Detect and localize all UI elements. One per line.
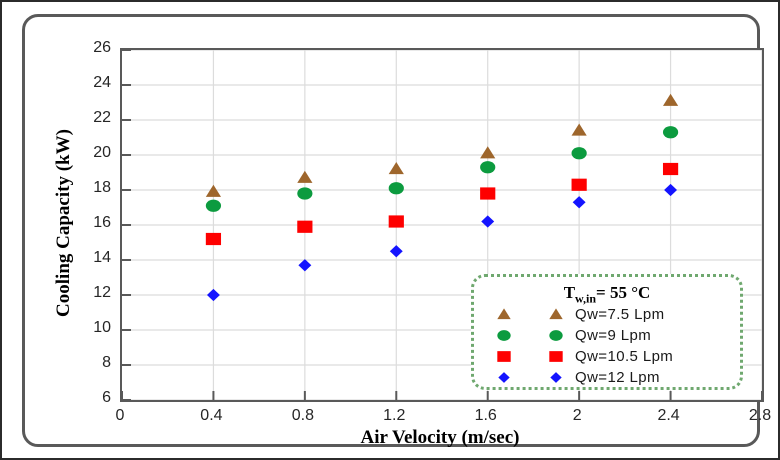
square-marker [480,187,496,200]
square-marker [205,232,222,246]
circle-marker [388,182,404,195]
diamond-legend-icon [498,372,510,383]
legend-title-prefix: T [563,283,576,302]
triangle-marker [480,146,496,159]
y-tick-label: 22 [93,109,111,126]
circle-marker [571,147,587,160]
series-qw-10.5-lpm [205,162,679,246]
chart-frame: Cooling Capacity (kW) 6 8 10 12 14 16 18 20 22 24… [22,14,771,448]
x-tick-label: 2.4 [657,407,680,424]
y-tick-label: 16 [93,214,111,231]
square-marker [571,178,587,191]
legend-entry-label: Qw=7.5 Lpm [575,306,665,323]
diamond-marker [498,372,510,383]
y-tick-label: 18 [93,179,111,196]
triangle-marker [571,123,587,136]
circle-marker [480,161,496,174]
circle-marker [297,187,313,200]
legend-row: Qw=12 Lpm [474,367,740,388]
triangle-marker [549,308,563,320]
square-marker [549,351,563,362]
square-marker [297,220,313,233]
plot-area [120,48,764,402]
x-tick-label: 1.6 [474,407,497,424]
y-tick-label: 20 [93,144,111,161]
legend-row: Qw=10.5 Lpm [474,346,740,367]
x-tick-label: 0.8 [291,407,314,424]
diamond-marker [481,215,495,228]
diamond-marker [664,183,678,197]
x-axis-title: Air Velocity (m/sec) [360,427,520,448]
y-tick-label: 24 [93,74,111,91]
square-marker [662,162,679,176]
circle-marker [662,126,679,139]
diamond-marker [206,288,220,302]
triangle-marker [662,93,679,106]
legend-title-subscript: w,in [575,291,597,306]
circle-legend-icon [549,330,563,341]
diamond-legend-icon [550,372,562,383]
square-legend-icon [497,351,511,362]
x-tick-label: 0.4 [200,407,223,424]
triangle-legend-icon [549,308,563,320]
circle-marker [549,330,563,341]
circle-marker [497,330,511,341]
triangle-legend-icon [497,308,511,320]
diamond-marker [389,245,403,258]
triangle-marker [205,184,222,197]
diamond-marker [572,196,586,209]
legend: Tw,in= 55 °C Qw=7.5 Lpm Qw=9 Lpm Qw=10.5 L… [471,274,743,390]
square-marker [497,351,511,362]
legend-row: Qw=7.5 Lpm [474,304,740,325]
legend-entry-label: Qw=10.5 Lpm [575,348,674,365]
circle-marker [205,199,222,212]
y-tick-label: 8 [102,354,111,371]
triangle-marker [388,161,404,175]
x-tick-label: 2.8 [748,407,772,424]
x-tick-label: 0 [115,407,125,424]
legend-rows: Qw=7.5 Lpm Qw=9 Lpm Qw=10.5 Lpm Qw=12 Lpm [474,304,740,388]
y-tick-label: 10 [93,319,111,336]
series-qw-9-lpm [205,126,679,212]
triangle-marker [497,308,511,320]
x-tick-label: 1.2 [383,407,406,424]
legend-row: Qw=9 Lpm [474,325,740,346]
y-tick-label: 6 [102,389,111,406]
legend-entry-label: Qw=9 Lpm [575,327,652,344]
y-tick-label: 26 [93,39,111,56]
legend-entry-label: Qw=12 Lpm [575,369,660,386]
legend-title-rest: = 55 °C [596,283,651,302]
y-tick-label: 12 [93,284,111,301]
square-marker [388,215,404,228]
diamond-marker [550,372,562,383]
y-tick-label: 14 [93,249,111,266]
series-qw-7.5-lpm [205,93,679,197]
circle-legend-icon [497,330,511,341]
triangle-marker [297,170,313,183]
legend-title: Tw,in= 55 °C [474,282,740,306]
x-tick-label: 2 [572,407,582,424]
square-legend-icon [549,351,563,362]
series-qw-12-lpm [206,183,678,302]
diamond-marker [298,259,312,272]
